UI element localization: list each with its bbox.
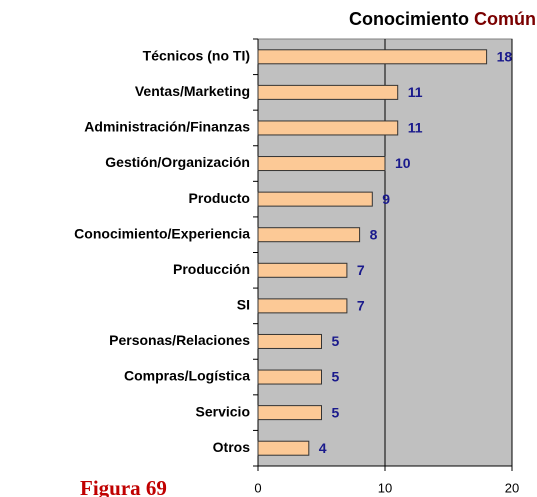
bar (257, 191, 373, 207)
x-tick-label: 10 (378, 480, 392, 495)
bar (257, 120, 399, 136)
value-label: 5 (332, 333, 340, 349)
figure-label: Figura 69 (80, 476, 167, 497)
bar (257, 156, 386, 172)
value-label: 10 (395, 155, 411, 171)
value-label: 4 (319, 440, 327, 456)
value-label: 7 (357, 298, 365, 314)
y-tick-label: Conocimiento/Experiencia (74, 225, 250, 241)
value-label: 11 (408, 120, 423, 136)
bar (257, 227, 361, 243)
bar (257, 369, 322, 385)
value-label: 7 (357, 262, 365, 278)
value-label: 8 (370, 226, 378, 242)
y-tick-label: Servicio (196, 403, 250, 419)
y-tick-label: Administración/Finanzas (84, 119, 250, 135)
value-label: 11 (408, 84, 423, 100)
y-tick-label: Otros (213, 439, 251, 455)
x-tick-label: 20 (505, 480, 519, 495)
bar (257, 333, 322, 349)
bar (257, 49, 488, 65)
y-tick-label: Compras/Logística (124, 368, 250, 384)
y-tick-label: Producto (189, 190, 250, 206)
bar (257, 405, 322, 421)
chart-title: Conocimiento Común (349, 9, 536, 29)
title-part: Común (474, 9, 536, 29)
y-tick-label: Técnicos (no TI) (143, 47, 250, 63)
y-tick-label: Gestión/Organización (105, 154, 250, 170)
x-tick-label: 0 (254, 480, 261, 495)
y-tick-label: Producción (173, 261, 250, 277)
bar (257, 84, 399, 100)
title-part: Conocimiento (349, 9, 469, 29)
y-tick-label: Ventas/Marketing (135, 83, 250, 99)
value-label: 5 (332, 369, 340, 385)
value-label: 9 (382, 191, 390, 207)
y-tick-label: Personas/Relaciones (109, 332, 250, 348)
value-label: 5 (332, 404, 340, 420)
bar (257, 298, 348, 314)
y-tick-label: SI (237, 297, 250, 313)
bar (257, 262, 348, 278)
bar (257, 440, 310, 456)
value-label: 18 (497, 48, 513, 64)
